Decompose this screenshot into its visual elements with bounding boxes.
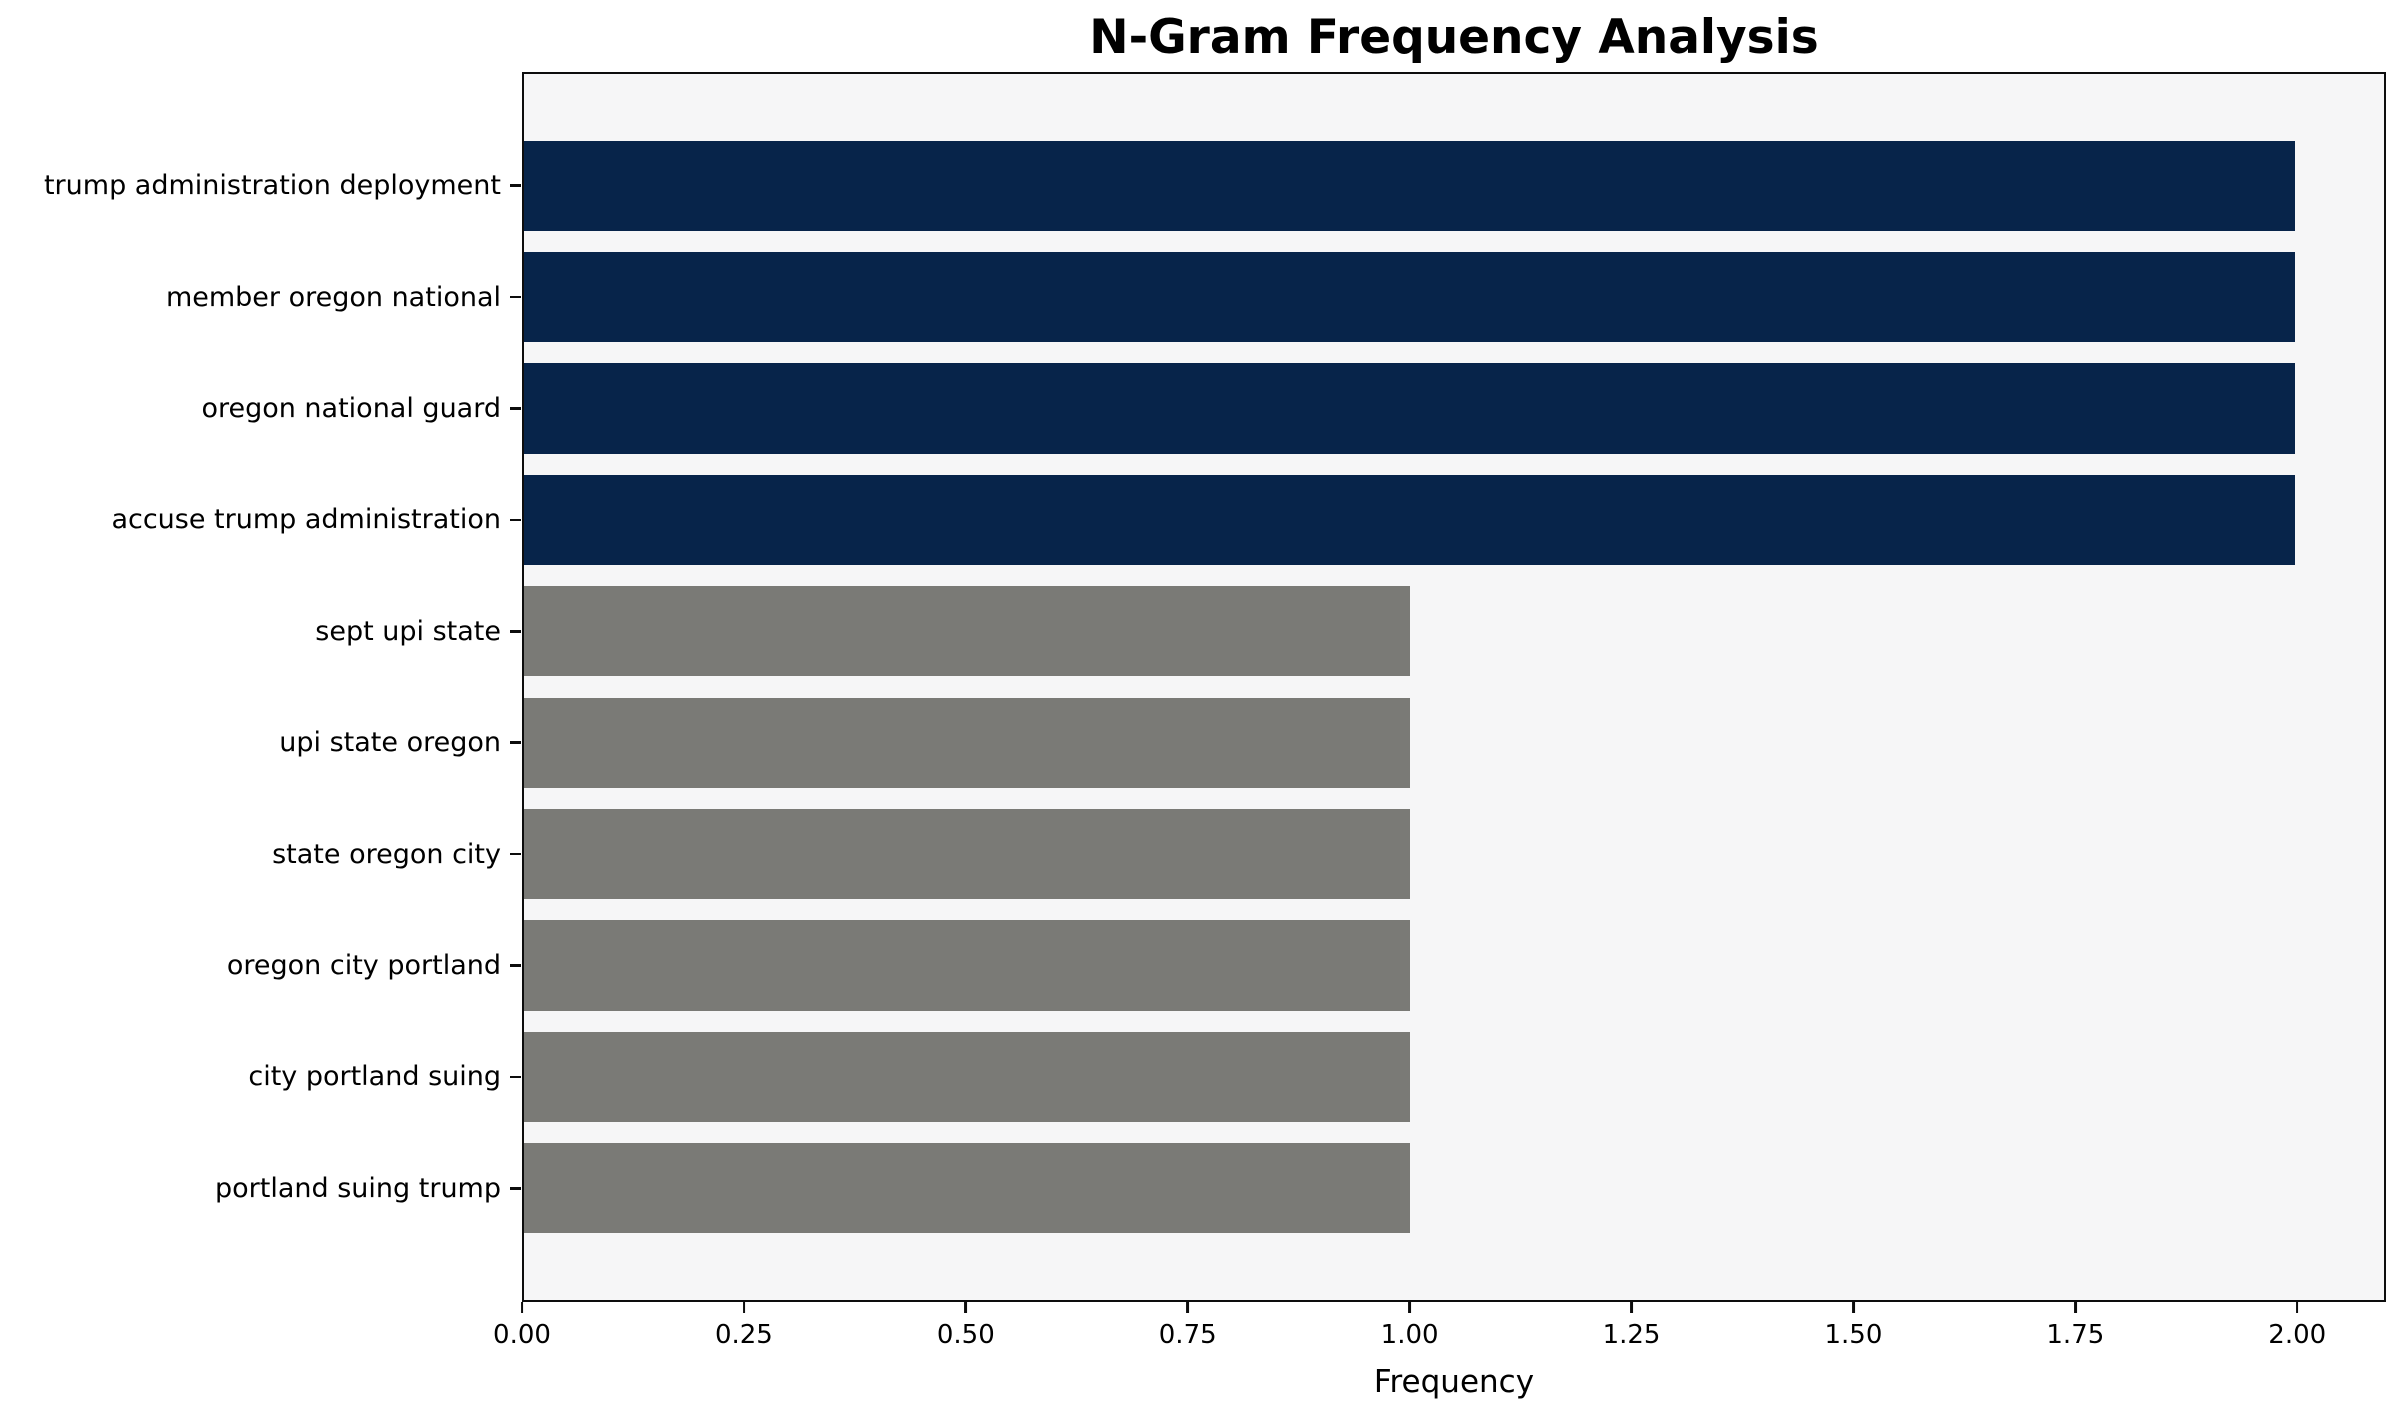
bar-row xyxy=(524,130,2384,241)
bar-upi-state-oregon xyxy=(524,697,1410,788)
x-tick-label: 2.00 xyxy=(2268,1320,2327,1350)
x-tick-mark xyxy=(1630,1302,1633,1313)
y-tick-label: upi state oregon xyxy=(279,727,501,759)
bar-city-portland-suing xyxy=(524,1031,1410,1123)
y-tick-label: state oregon city xyxy=(272,838,501,870)
x-tick-label: 1.50 xyxy=(1824,1320,1883,1350)
bar-row xyxy=(524,1021,2384,1132)
y-tick-row: trump administration deployment xyxy=(0,130,521,241)
bar-row xyxy=(524,1133,2384,1244)
x-tick-mark xyxy=(1408,1302,1411,1313)
y-tick-mark xyxy=(510,518,521,522)
x-tick-mark xyxy=(1852,1302,1855,1313)
y-tick-mark xyxy=(510,295,521,299)
y-tick-row: portland suing trump xyxy=(0,1133,521,1244)
y-tick-mark xyxy=(510,184,521,187)
y-tick-mark xyxy=(510,1075,521,1079)
x-tick: 1.75 xyxy=(2046,1302,2104,1350)
x-tick-mark xyxy=(964,1302,968,1313)
bar-portland-suing-trump xyxy=(524,1143,1410,1234)
x-tick: 2.00 xyxy=(2268,1302,2326,1350)
y-tick-mark xyxy=(510,964,521,967)
bar-oregon-city-portland xyxy=(524,920,1410,1011)
bar-row xyxy=(524,910,2384,1021)
x-tick-label: 1.75 xyxy=(2046,1320,2105,1350)
y-tick-row: oregon national guard xyxy=(0,353,521,464)
x-tick-label: 0.00 xyxy=(493,1320,551,1350)
y-tick-label: oregon national guard xyxy=(201,393,501,425)
bar-row xyxy=(524,241,2384,352)
y-tick-row: accuse trump administration xyxy=(0,464,521,575)
x-tick: 0.25 xyxy=(715,1302,773,1350)
x-tick: 1.25 xyxy=(1602,1302,1661,1350)
y-tick-mark xyxy=(510,407,521,410)
x-tick-label: 1.25 xyxy=(1602,1320,1661,1350)
x-tick: 0.00 xyxy=(493,1302,551,1350)
bar-row xyxy=(524,687,2384,798)
bar-oregon-national-guard xyxy=(524,363,2296,454)
bar-sept-upi-state xyxy=(524,586,1410,677)
bars-container xyxy=(524,130,2384,1244)
x-tick-label: 0.25 xyxy=(714,1320,773,1350)
y-tick-mark xyxy=(510,1187,521,1190)
bar-state-oregon-city xyxy=(524,809,1410,900)
y-tick-label: portland suing trump xyxy=(215,1172,501,1204)
y-tick-label: oregon city portland xyxy=(226,950,501,982)
y-tick-row: member oregon national xyxy=(0,241,521,352)
x-axis-ticks: 0.00 0.25 0.50 0.75 1.00 1.25 1.50 1.75 2.00 xyxy=(493,1302,2386,1364)
x-tick-mark xyxy=(1186,1302,1189,1313)
y-tick-row: state oregon city xyxy=(0,798,521,909)
x-axis-title: Frequency xyxy=(1373,1364,1535,1400)
bar-accuse-trump-administration xyxy=(524,474,2296,566)
x-tick: 0.50 xyxy=(937,1302,995,1350)
y-tick-row: oregon city portland xyxy=(0,910,521,1021)
y-tick-label: sept upi state xyxy=(315,615,501,647)
y-tick-label: member oregon national xyxy=(165,281,501,313)
bar-trump-administration-deployment xyxy=(524,140,2296,231)
y-tick-row: upi state oregon xyxy=(0,687,521,798)
x-tick-label: 0.75 xyxy=(1158,1320,1217,1350)
x-tick-label: 0.50 xyxy=(936,1320,995,1350)
bar-row xyxy=(524,798,2384,909)
y-axis-labels: trump administration deployment member or… xyxy=(0,130,521,1244)
y-tick-label: trump administration deployment xyxy=(43,170,501,202)
y-tick-row: city portland suing xyxy=(0,1021,521,1132)
y-tick-label: accuse trump administration xyxy=(111,504,501,536)
bar-row xyxy=(524,464,2384,575)
bar-row xyxy=(524,353,2384,464)
bar-member-oregon-national xyxy=(524,251,2296,343)
y-tick-mark xyxy=(510,741,521,744)
y-tick-mark xyxy=(510,630,521,633)
y-tick-mark xyxy=(510,852,521,856)
x-tick: 1.00 xyxy=(1381,1302,1439,1350)
bar-row xyxy=(524,576,2384,687)
x-tick-mark xyxy=(742,1302,746,1313)
x-tick-mark xyxy=(2295,1302,2299,1313)
x-tick: 1.50 xyxy=(1824,1302,1882,1350)
plot-area xyxy=(522,72,2386,1302)
x-tick-mark xyxy=(520,1302,524,1313)
y-tick-label: city portland suing xyxy=(248,1061,501,1093)
x-tick: 0.75 xyxy=(1159,1302,1217,1350)
x-tick-label: 1.00 xyxy=(1380,1320,1439,1350)
chart-title: N-Gram Frequency Analysis xyxy=(1089,10,1819,65)
y-tick-row: sept upi state xyxy=(0,576,521,687)
x-tick-mark xyxy=(2074,1302,2077,1313)
